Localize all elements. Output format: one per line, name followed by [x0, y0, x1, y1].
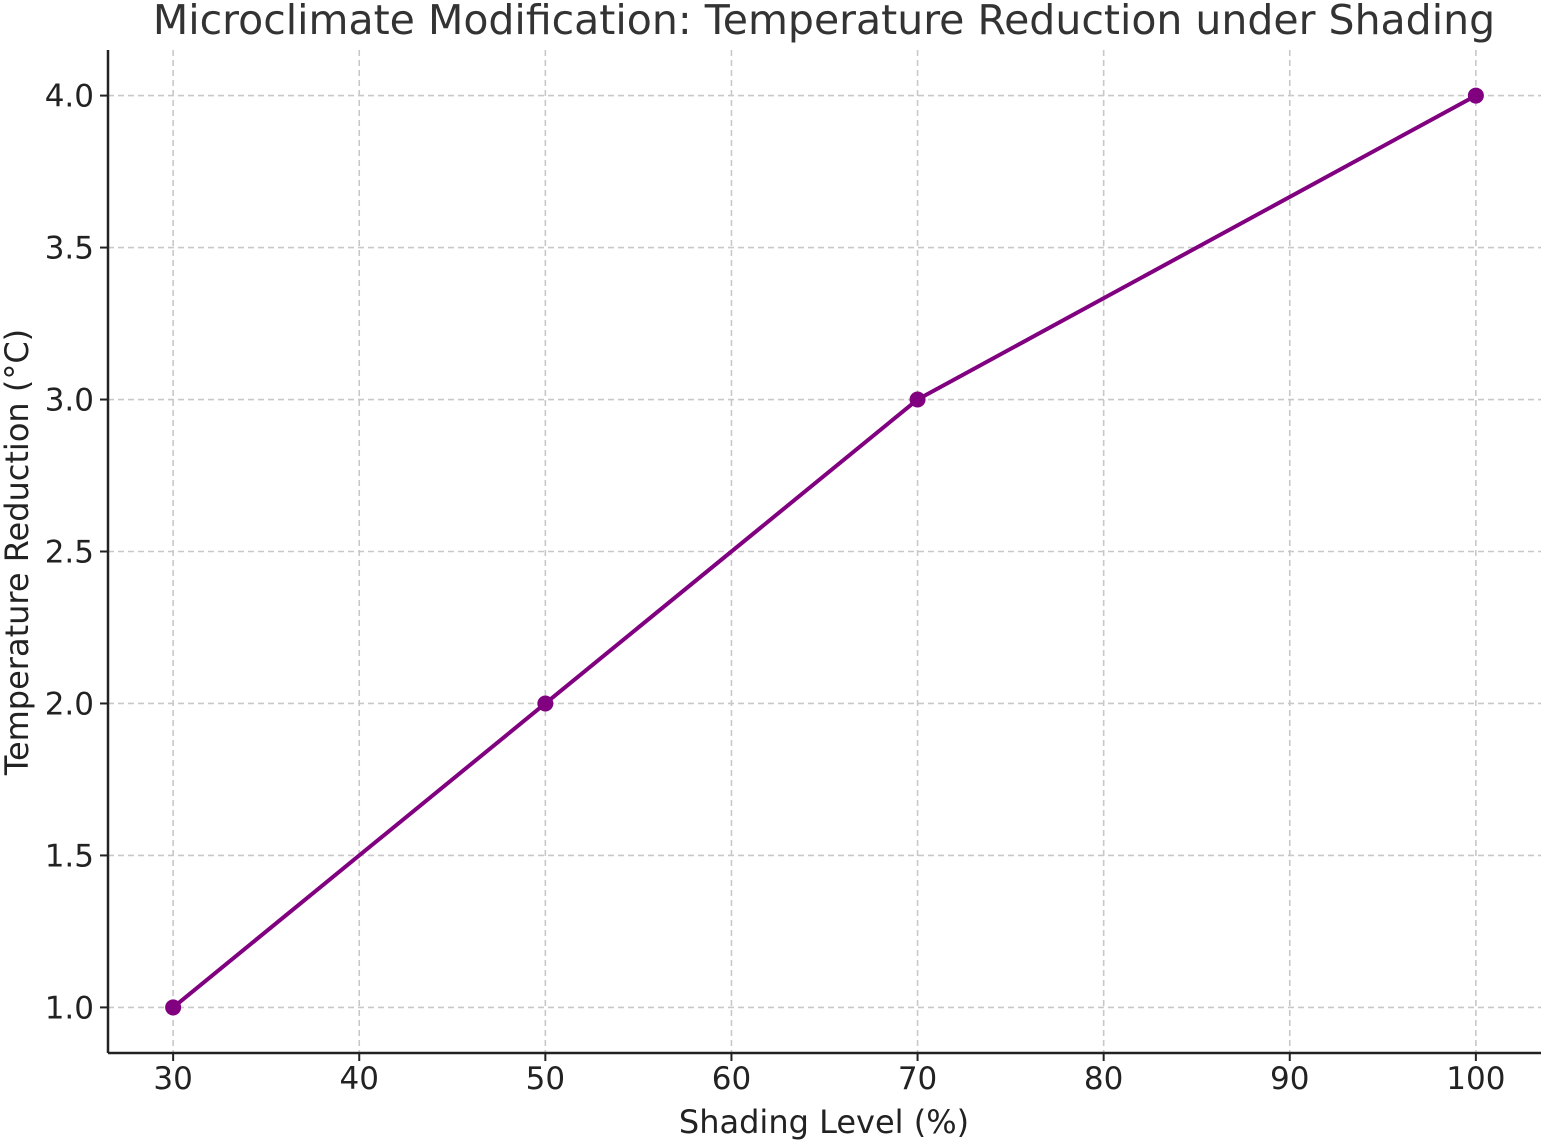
y-tick-label: 4.0: [45, 79, 94, 115]
y-tick-label: 3.5: [45, 231, 94, 267]
x-axis-label: Shading Level (%): [679, 1103, 969, 1140]
y-axis-label: Temperature Reduction (°C): [0, 329, 36, 776]
y-tick-label: 2.5: [45, 535, 94, 571]
series-line: [171, 93, 1478, 1010]
grid: [108, 50, 1541, 1053]
x-tick-label: 40: [340, 1061, 379, 1097]
data-point: [537, 695, 554, 712]
x-tick-label: 90: [1270, 1061, 1309, 1097]
y-tick-label: 2.0: [45, 686, 94, 722]
chart-title: Microclimate Modification: Temperature R…: [153, 0, 1495, 44]
y-tick-label: 1.5: [45, 838, 94, 874]
x-tick-label: 50: [526, 1061, 565, 1097]
x-tick-label: 100: [1446, 1061, 1505, 1097]
data-point: [165, 999, 182, 1016]
ticks: 30 40 50 60 70 80 90 100 1.0 1.5 2.0 2.5 3.0 3.5 4.0: [45, 79, 1506, 1097]
data-point: [909, 391, 926, 408]
x-tick-label: 60: [712, 1061, 751, 1097]
x-tick-label: 80: [1084, 1061, 1123, 1097]
data-point: [1467, 87, 1484, 104]
x-tick-label: 70: [898, 1061, 937, 1097]
y-tick-label: 3.0: [45, 383, 94, 419]
series: [165, 87, 1484, 1016]
x-tick-label: 30: [153, 1061, 192, 1097]
y-tick-label: 1.0: [45, 990, 94, 1026]
